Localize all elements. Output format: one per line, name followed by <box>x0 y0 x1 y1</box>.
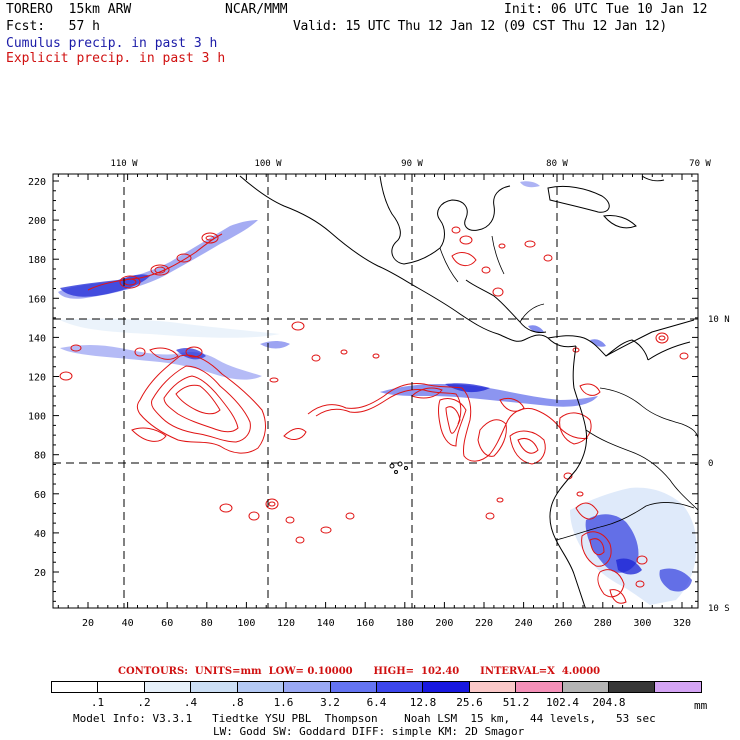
explicit-precip-contours <box>59 226 689 604</box>
colorbar-swatch <box>191 682 238 692</box>
x-tick-label: 20 <box>82 618 94 629</box>
colorbar-label: 51.2 <box>502 696 530 709</box>
colorbar <box>51 681 702 693</box>
y-tick-label: 160 <box>28 294 46 305</box>
y-tick-label: 80 <box>34 451 46 462</box>
model-info: Model Info: V3.3.1 Tiedtke YSU PBL Thomp… <box>73 712 656 725</box>
x-tick-label: 180 <box>396 618 414 629</box>
x-tick-label: 220 <box>475 618 493 629</box>
init-time: Init: 06 UTC Tue 10 Jan 12 <box>504 2 708 17</box>
x-tick-label: 40 <box>122 618 134 629</box>
colorbar-label: 25.6 <box>456 696 483 709</box>
colorbar-swatch <box>376 682 424 692</box>
x-tick-label: 60 <box>161 618 173 629</box>
colorbar-unit: mm <box>694 699 708 712</box>
y-tick-label: 20 <box>34 568 46 579</box>
x-tick-label: 300 <box>633 618 651 629</box>
legend-explicit: Explicit precip. in past 3 h <box>6 51 226 66</box>
y-tick-label: 140 <box>28 333 46 344</box>
x-tick-label: 120 <box>277 618 295 629</box>
colorbar-swatch <box>655 682 701 692</box>
colorbar-swatch <box>516 682 563 692</box>
legend-cumulus: Cumulus precip. in past 3 h <box>6 36 218 51</box>
colorbar-label: 3.2 <box>320 696 340 709</box>
y-tick-label: 220 <box>28 177 46 188</box>
x-tick-label: 260 <box>554 618 572 629</box>
y-tick-label: 200 <box>28 216 46 227</box>
x-tick-label: 160 <box>356 618 374 629</box>
longitude-label: 90 W <box>401 159 423 169</box>
colorbar-swatch <box>562 682 610 692</box>
latitude-label: 10 S <box>708 604 730 614</box>
coastlines <box>239 175 698 608</box>
colorbar-labels: .1 .2 .4 .8 1.6 3.2 6.4 12.8 25.6 51.2 102.4 204.8 <box>0 697 740 711</box>
x-tick-label: 100 <box>237 618 255 629</box>
colorbar-swatch <box>284 682 331 692</box>
longitude-label: 80 W <box>546 159 568 169</box>
colorbar-swatch <box>609 682 656 692</box>
latitude-label: 10 N <box>708 315 730 325</box>
contour-info: CONTOURS: UNITS=mm LOW= 0.10000 HIGH= 10… <box>118 666 601 677</box>
colorbar-swatch <box>330 682 377 692</box>
y-tick-label: 40 <box>34 529 46 540</box>
model-title: TORERO 15km ARW <box>6 2 132 17</box>
y-tick-label: 180 <box>28 255 46 266</box>
lat-lon-grid <box>53 174 698 608</box>
colorbar-swatch <box>237 682 285 692</box>
model-info-physics: LW: Godd SW: Goddard DIFF: simple KM: 2D… <box>213 725 525 738</box>
y-tick-label: 120 <box>28 373 46 384</box>
colorbar-label: 204.8 <box>592 696 626 709</box>
forecast-hour: Fcst: 57 h <box>6 19 100 34</box>
colorbar-label: .8 <box>230 696 244 709</box>
longitude-label: 110 W <box>110 159 138 169</box>
x-tick-label: 200 <box>435 618 453 629</box>
x-tick-label: 140 <box>317 618 335 629</box>
colorbar-label: .1 <box>90 696 105 709</box>
org-label: NCAR/MMM <box>225 2 288 17</box>
longitude-label: 100 W <box>254 159 282 169</box>
colorbar-label: 1.6 <box>273 696 294 709</box>
longitude-label: 70 W <box>689 159 711 169</box>
x-tick-label: 80 <box>201 618 213 629</box>
x-tick-label: 280 <box>594 618 612 629</box>
colorbar-swatch <box>98 682 145 692</box>
colorbar-swatch <box>423 682 470 692</box>
colorbar-swatch <box>469 682 517 692</box>
colorbar-label: .4 <box>183 696 198 709</box>
x-tick-label: 240 <box>515 618 533 629</box>
colorbar-label: 102.4 <box>545 696 580 709</box>
colorbar-swatch <box>144 682 192 692</box>
latitude-label: 0 <box>708 459 713 469</box>
y-tick-label: 60 <box>34 490 46 501</box>
valid-time: Valid: 15 UTC Thu 12 Jan 12 (09 CST Thu … <box>293 19 667 34</box>
y-tick-label: 100 <box>28 412 46 423</box>
colorbar-label: 6.4 <box>366 696 387 709</box>
colorbar-swatch <box>52 682 99 692</box>
colorbar-label: .2 <box>137 696 151 709</box>
x-tick-label: 320 <box>673 618 691 629</box>
colorbar-label: 12.8 <box>409 696 437 709</box>
